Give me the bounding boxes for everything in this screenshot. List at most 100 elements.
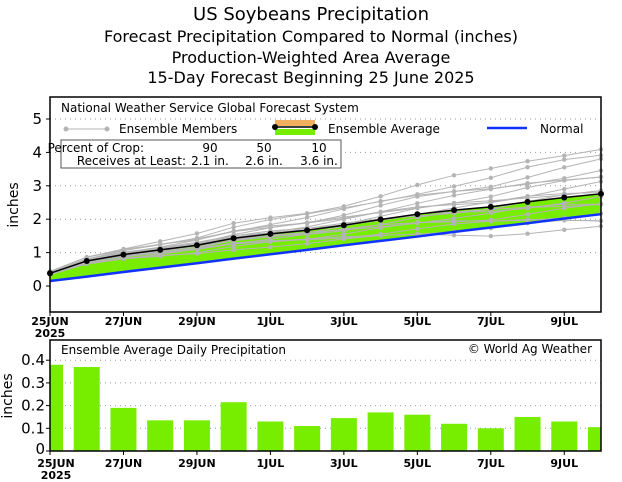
ensemble-member-point [378, 199, 383, 204]
ensemble-member-point [268, 215, 273, 220]
ensemble-member-point [451, 193, 457, 198]
ensemble-member-point [415, 182, 420, 188]
ensemble-member-point [525, 218, 530, 223]
ensemble-average-line [49, 193, 602, 275]
ensemble-member-point [378, 194, 383, 199]
daily-precip-bar [404, 414, 431, 451]
ensemble-member-point [341, 231, 347, 237]
ensemble-average-point [304, 227, 311, 234]
ensemble-average-point [120, 251, 127, 258]
ensemble-member-point [488, 217, 493, 223]
ensemble-member-line [49, 154, 602, 272]
normal-line [49, 212, 602, 283]
y-axis-label: inches [6, 182, 22, 227]
ensemble-member-point [194, 231, 200, 236]
ensemble-average-point [157, 246, 164, 253]
x-tick-label: 25JUN [37, 457, 75, 470]
credit-text: © World Ag Weather [468, 342, 592, 356]
chart-title: US Soybeans Precipitation [193, 4, 429, 25]
chart-subtitle-3: 15-Day Forecast Beginning 25 June 2025 [147, 68, 475, 87]
crop-percent-value: 10 [311, 141, 326, 155]
ensemble-average-point [83, 257, 90, 264]
daily-precip-bar [294, 426, 321, 451]
daily-precip-bar [551, 421, 578, 451]
ensemble-member-line [49, 148, 602, 273]
x-tick-label: 7JUL [477, 457, 505, 470]
ensemble-member-point [415, 192, 420, 197]
legend-title: National Weather Service Global Forecast… [61, 101, 359, 115]
daily-precip-bar [147, 420, 174, 451]
ensemble-member-point [378, 231, 383, 237]
x-year-label: 2025 [35, 327, 66, 340]
legend-normal-label: Normal [540, 122, 583, 136]
daily-precip-bar [588, 427, 601, 451]
y-axis-label: inches [0, 373, 16, 418]
daily-precip-bar [110, 407, 137, 451]
crop-amount-value: 2.6 in. [245, 154, 283, 168]
ensemble-member-point [378, 209, 383, 214]
ensemble-member-point [304, 211, 310, 216]
ensemble-average-point [487, 203, 494, 210]
x-tick-label: 1JUL [257, 315, 285, 328]
x-tick-label: 3JUL [330, 315, 358, 328]
daily-precip-bar [220, 402, 247, 451]
ensemble-member-point [268, 244, 273, 250]
daily-precip-bar [367, 412, 394, 451]
ensemble-average-point [267, 230, 274, 237]
crop-percent-value: 90 [202, 141, 217, 155]
ensemble-member-point [451, 200, 457, 206]
ensemble-member-point [525, 212, 530, 217]
daily-precip-bar [441, 423, 468, 451]
daily-precip-bar [257, 421, 284, 451]
ensemble-member-point [378, 222, 383, 227]
ensemble-member-point [451, 184, 457, 189]
x-tick-label: 29JUN [178, 457, 216, 470]
ensemble-member-point [562, 165, 567, 170]
ensemble-member-point [231, 229, 236, 234]
ensemble-member-point [194, 235, 200, 241]
y-tick-label: 0 [32, 277, 42, 295]
x-tick-label: 25JUN [31, 315, 69, 328]
ensemble-member-point [341, 204, 347, 209]
ensemble-member-point [415, 226, 420, 232]
crop-amount-value: 3.6 in. [300, 154, 338, 168]
plot-frame-bottom [49, 339, 602, 452]
daily-precip-bar [477, 428, 504, 451]
ensemble-member-point [562, 204, 567, 209]
y-tick-label: 4 [32, 143, 42, 161]
x-tick-label: 27JUN [105, 457, 143, 470]
y-tick-label: 5 [32, 110, 42, 128]
y-tick-label: 2 [32, 210, 42, 228]
ensemble-member-point [231, 224, 236, 230]
chart-subtitle-1: Forecast Precipitation Compared to Norma… [103, 27, 518, 46]
ensemble-member-point [562, 153, 567, 158]
legend-average-marker [312, 124, 318, 130]
ensemble-member-point [562, 227, 567, 232]
ensemble-member-point [562, 176, 567, 181]
ensemble-member-point [562, 157, 567, 162]
daily-precip-bar [183, 420, 210, 451]
legend-members-marker [63, 126, 69, 132]
ensemble-member-point [121, 246, 126, 252]
ensemble-member-point [451, 173, 457, 178]
ensemble-average-point [561, 194, 568, 201]
y-tick-label: 1 [32, 244, 42, 262]
y-tick-label: 0 [35, 440, 45, 458]
ensemble-member-point [341, 216, 347, 221]
y-tick-label: 0.3 [21, 374, 45, 392]
ensemble-average-point [524, 198, 531, 205]
ensemble-member-point [451, 233, 457, 238]
x-tick-label: 9JUL [550, 457, 578, 470]
ensemble-member-point [341, 213, 347, 218]
ensemble-member-line [49, 158, 602, 273]
x-year-label: 2025 [41, 469, 72, 482]
ensemble-member-point [341, 235, 347, 241]
ensemble-member-point [525, 175, 530, 180]
ensemble-member-point [158, 239, 163, 244]
ensemble-member-point [562, 200, 567, 206]
legend-members-marker [104, 126, 110, 132]
crop-row2-label: Receives at Least: [77, 154, 186, 168]
ensemble-member-point [451, 219, 457, 225]
ensemble-member-point [488, 184, 493, 189]
ensemble-member-point [451, 216, 457, 221]
